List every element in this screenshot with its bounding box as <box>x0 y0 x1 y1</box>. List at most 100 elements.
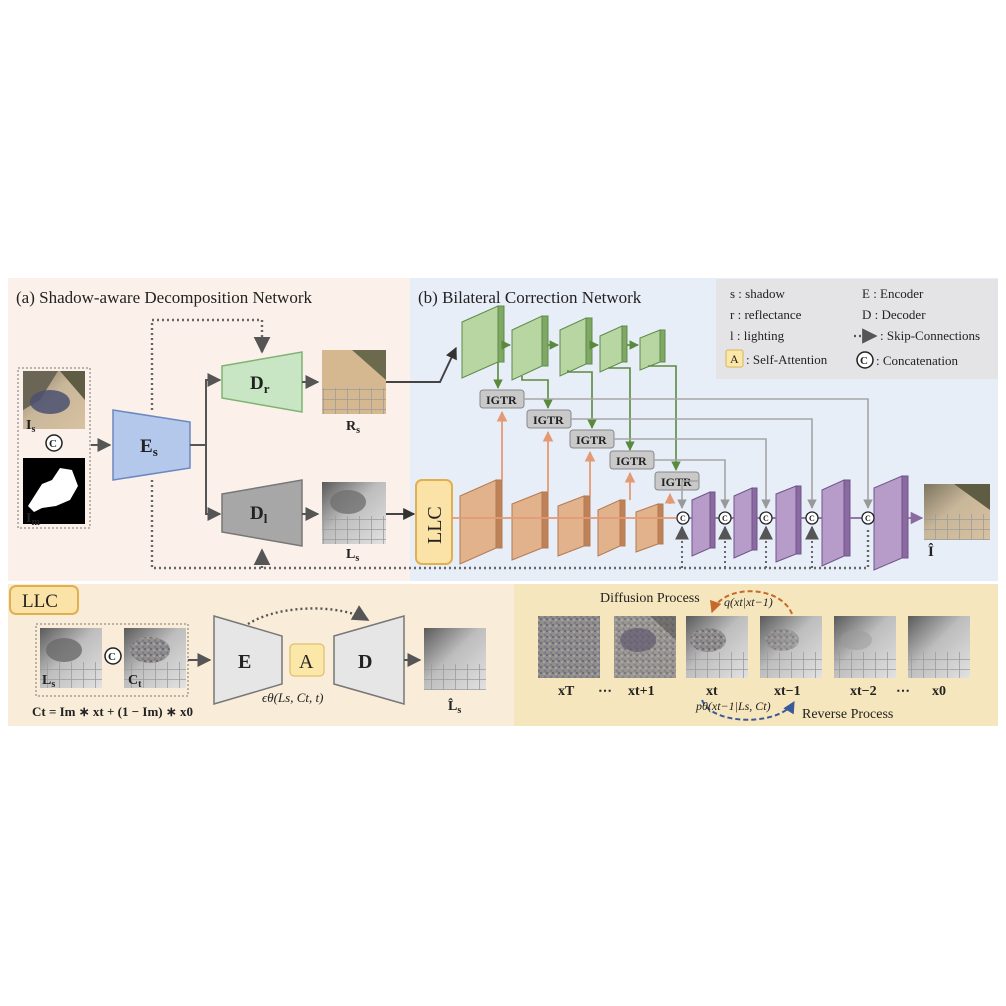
igtr-4: IGTR <box>609 450 655 470</box>
llc-block-label: LLC <box>424 506 446 544</box>
legend-decoder: D : Decoder <box>862 307 926 322</box>
svg-text:IGTR: IGTR <box>486 393 517 407</box>
arrow-rs-to-green-encoder <box>386 346 457 383</box>
legend-shadow: s : shadow <box>730 286 786 301</box>
legend-concat-key: C <box>860 355 868 367</box>
svg-text:IGTR: IGTR <box>576 433 607 447</box>
reverse-arc <box>701 699 795 721</box>
legend-attention: : Self-Attention <box>746 352 828 367</box>
state-label-dots-1: ⋯ <box>598 684 612 699</box>
orange-block-4 <box>597 499 621 557</box>
llc-panel: LLC Ls C Ct Ct = Im ∗ xt + (1 − Im) ∗ x0… <box>9 585 486 719</box>
state-labels: xT ⋯ xt+1 xt xt−1 xt−2 ⋯ x0 <box>558 684 946 699</box>
state-x0-image <box>908 616 970 678</box>
svg-text:IGTR: IGTR <box>616 454 647 468</box>
forward-label: Diffusion Process <box>600 591 700 606</box>
llc-formula: Ct = Im ∗ xt + (1 − Im) ∗ x0 <box>32 704 193 719</box>
input-shadow-image <box>23 371 85 429</box>
llc-attention-box <box>289 643 325 677</box>
input-mask-image <box>23 458 85 524</box>
orange-block-5 <box>635 503 659 553</box>
green-connectors <box>493 340 681 471</box>
state-xt1-image <box>614 616 676 678</box>
state-label-xt-minus2: xt−2 <box>850 684 877 699</box>
purple-block-1 <box>691 491 711 557</box>
svg-text:IGTR: IGTR <box>661 475 692 489</box>
encoder-es-label: Es <box>140 436 158 459</box>
skip-es-bottom <box>150 480 870 570</box>
llc-noise-fn: ϵθ(Ls, Ct, t) <box>262 690 323 705</box>
concat-icon-3 <box>759 511 773 525</box>
output-label: Î <box>928 543 934 560</box>
llc-attention-label: A <box>299 651 314 673</box>
llc-input-ct-image <box>124 628 186 688</box>
llc-input-ls-image <box>40 628 102 688</box>
llc-output-image <box>424 628 486 690</box>
legend-skip: : Skip-Connections <box>880 328 980 343</box>
orange-connectors <box>452 410 676 519</box>
llc-panel-title: LLC <box>22 591 58 612</box>
panel-a-title: (a) Shadow-aware Decomposition Network <box>16 288 312 307</box>
decoder-concat-icons <box>676 511 875 525</box>
legend-lighting: l : lighting <box>730 328 785 343</box>
svg-text:C: C <box>809 514 815 523</box>
llc-encoder-label: E <box>238 651 251 673</box>
concat-icon-2 <box>718 511 732 525</box>
llc-block <box>415 479 453 565</box>
purple-block-3 <box>775 485 797 563</box>
igtr-2: IGTR <box>526 409 572 429</box>
input-concat-glyph: C <box>49 438 57 450</box>
decoder-dl-label: Dl <box>250 503 268 526</box>
reverse-fn: pθ(xt−1|Ls, Ct) <box>695 699 771 713</box>
forward-arc <box>710 590 793 615</box>
llc-input-ct-label: Ct <box>128 673 142 690</box>
llc-decoder-label: D <box>358 651 372 673</box>
panel-a: Is C Im Es Dr Rs Dl <box>17 318 386 564</box>
state-label-x0: x0 <box>932 684 946 699</box>
igtr-1: IGTR <box>479 389 525 409</box>
llc-decoder <box>333 615 405 705</box>
decoder-dl <box>221 479 303 547</box>
state-label-dots-2: ⋯ <box>896 684 910 699</box>
arrow-es-to-dl <box>205 445 222 521</box>
llc-encoder <box>213 614 283 706</box>
panel-b: IGTR IGTR IGTR IGTR IGTR LLC <box>386 305 990 571</box>
reflectance-label: Rs <box>346 419 360 436</box>
state-xt-image <box>686 616 748 678</box>
orange-block-3 <box>557 495 585 557</box>
orange-block-2 <box>511 491 543 561</box>
reflectance-image <box>322 350 386 414</box>
svg-text:C: C <box>680 514 686 523</box>
svg-text:C: C <box>722 514 728 523</box>
svg-text:IGTR: IGTR <box>533 413 564 427</box>
llc-concat-icon <box>104 647 122 665</box>
legend: s : shadow r : reflectance l : lighting … <box>725 286 980 369</box>
arrow-es-to-dr <box>190 373 222 446</box>
state-label-xt1: xt+1 <box>628 684 655 699</box>
panel-b-title: (b) Bilateral Correction Network <box>418 288 642 307</box>
concat-icon-1 <box>676 511 690 525</box>
purple-block-4 <box>821 479 845 567</box>
llc-panel-title-box <box>9 585 79 615</box>
decoder-dr-label: Dr <box>250 373 270 396</box>
concat-icon-4 <box>805 511 819 525</box>
llc-input-ls-label: Ls <box>42 673 55 690</box>
svg-text:C: C <box>763 514 769 523</box>
encoder-es <box>112 409 191 481</box>
state-xT-image <box>538 616 600 678</box>
decoder-concat-glyphs: C C C C C <box>680 514 871 523</box>
input-group-box <box>17 367 91 529</box>
output-image <box>924 484 990 540</box>
decoder-dr <box>221 351 303 413</box>
input-shadow-label: Is <box>26 418 35 435</box>
diffusion-panel: xT ⋯ xt+1 xt xt−1 xt−2 ⋯ x0 Diffusion Pr… <box>538 590 970 722</box>
lighting-label: Ls <box>346 547 359 564</box>
state-label-xT: xT <box>558 684 575 699</box>
igtr-3: IGTR <box>569 429 615 449</box>
igtr-to-decoder-lines <box>524 398 873 509</box>
state-label-xt: xt <box>706 684 718 699</box>
legend-concat: : Concatenation <box>876 353 958 368</box>
skip-es-to-dr <box>150 318 271 410</box>
